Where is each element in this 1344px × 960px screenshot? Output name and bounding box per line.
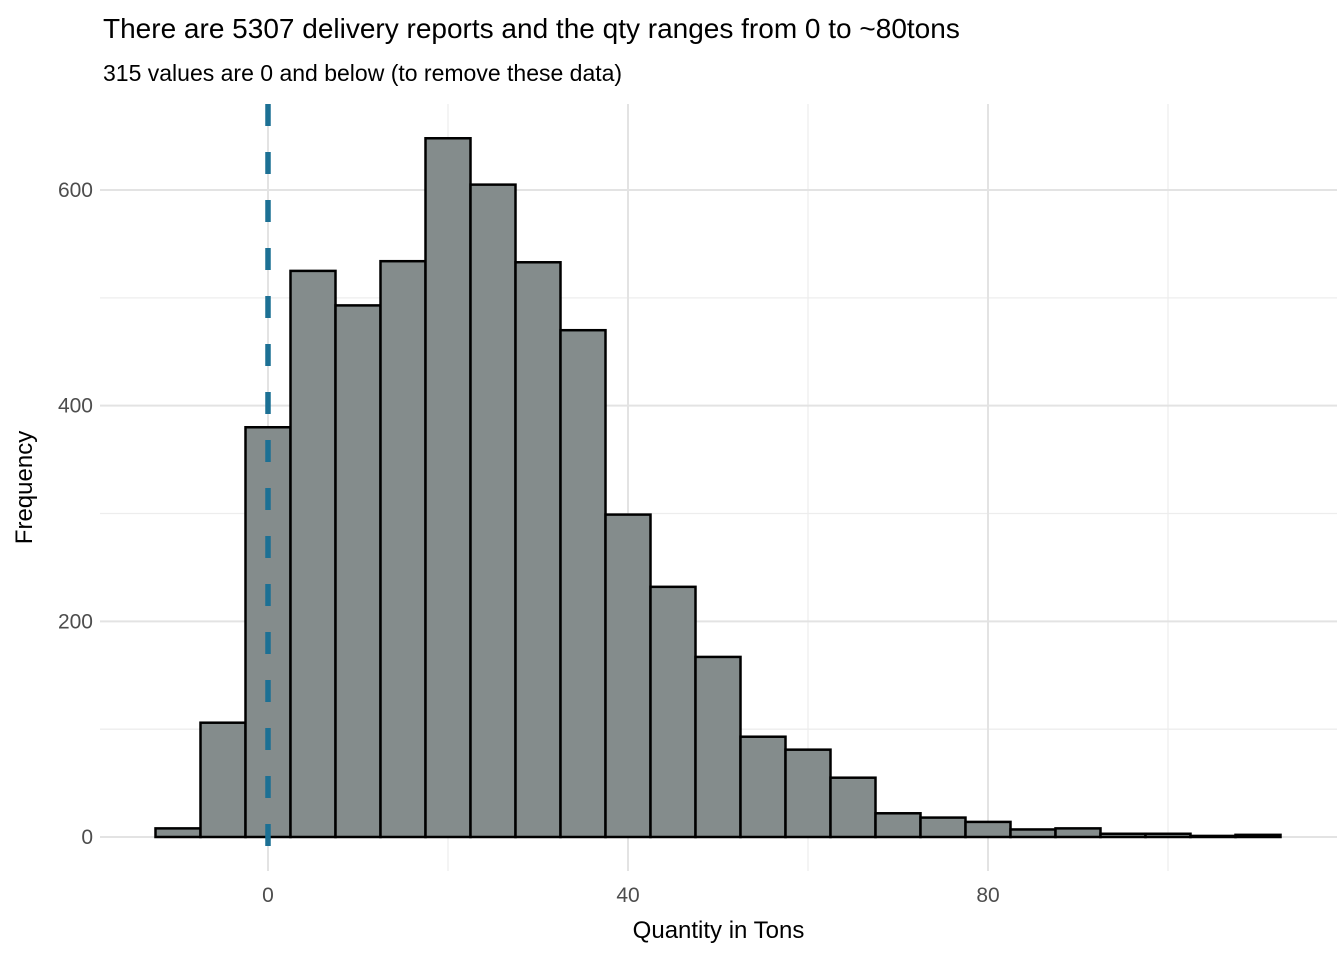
histogram-bar xyxy=(1234,833,1282,839)
y-axis-title: Frequency xyxy=(11,431,38,544)
chart-title: There are 5307 delivery reports and the … xyxy=(103,13,960,44)
histogram-bar xyxy=(1144,832,1192,839)
x-tick-label: 40 xyxy=(616,884,639,907)
histogram-bar xyxy=(694,655,742,839)
y-tick-label: 200 xyxy=(58,610,93,633)
histogram-bar xyxy=(424,137,472,839)
histogram-bar xyxy=(874,812,922,839)
histogram-bar xyxy=(289,269,337,839)
x-axis-title: Quantity in Tons xyxy=(633,917,805,944)
histogram-bar xyxy=(199,721,247,839)
histogram-bar xyxy=(964,820,1012,839)
histogram-bar xyxy=(784,748,832,839)
histogram-bar xyxy=(1054,827,1102,839)
histogram-bar xyxy=(379,259,427,839)
x-tick-label: 0 xyxy=(262,884,274,907)
histogram-bar xyxy=(739,735,787,839)
histogram-bar xyxy=(919,816,967,839)
histogram-bar xyxy=(649,585,697,839)
y-tick-label: 0 xyxy=(81,826,93,849)
histogram-bar xyxy=(1099,832,1147,839)
histogram-bar xyxy=(559,328,607,839)
y-tick-label: 400 xyxy=(58,395,93,418)
histogram-bar xyxy=(1189,834,1237,839)
histogram-bar xyxy=(1009,828,1057,839)
histogram-bar xyxy=(514,261,562,839)
histogram-bar xyxy=(604,513,652,839)
histogram-bar xyxy=(829,776,877,839)
chart-subtitle: 315 values are 0 and below (to remove th… xyxy=(103,60,623,86)
histogram-bar xyxy=(334,304,382,839)
y-tick-label: 600 xyxy=(58,179,93,202)
histogram-bar xyxy=(154,827,202,839)
x-tick-label: 80 xyxy=(976,884,999,907)
histogram-bar xyxy=(469,183,517,839)
